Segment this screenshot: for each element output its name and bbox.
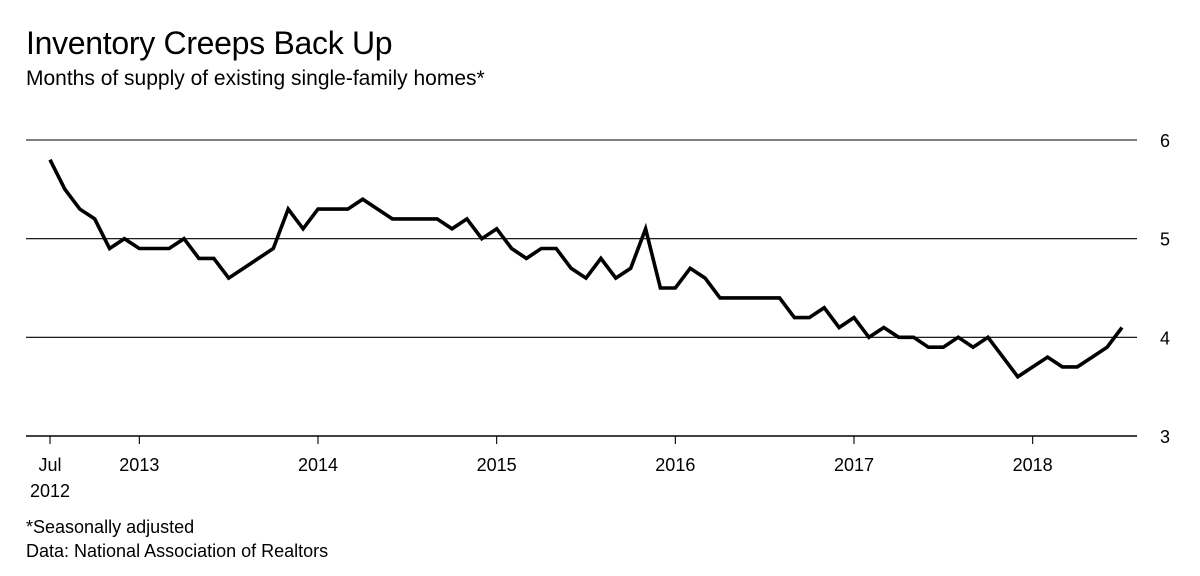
y-tick-label: 4 <box>1160 328 1170 348</box>
x-tick-sublabel: 2012 <box>30 481 70 501</box>
x-tick-label: 2015 <box>477 455 517 475</box>
x-tick-label: Jul <box>38 455 61 475</box>
chart-title: Inventory Creeps Back Up <box>26 25 393 61</box>
y-tick-label: 5 <box>1160 230 1170 250</box>
source-note: Data: National Association of Realtors <box>26 541 329 561</box>
footnote-seasonally-adjusted: *Seasonally adjusted <box>26 517 195 537</box>
line-chart: 3 4 5 6 Jul 2012 2013 2014 2015 2016 2017 2018 <box>26 131 1170 501</box>
y-tick-label: 3 <box>1160 427 1170 447</box>
chart-subtitle: Months of supply of existing single-fami… <box>26 67 485 90</box>
x-tick-label: 2017 <box>834 455 874 475</box>
series-line <box>48 158 1124 380</box>
x-tick-label: 2014 <box>298 455 338 475</box>
x-tick-label: 2018 <box>1013 455 1053 475</box>
x-tick-label: 2016 <box>655 455 695 475</box>
y-tick-label: 6 <box>1160 131 1170 151</box>
x-tick-label: 2013 <box>119 455 159 475</box>
